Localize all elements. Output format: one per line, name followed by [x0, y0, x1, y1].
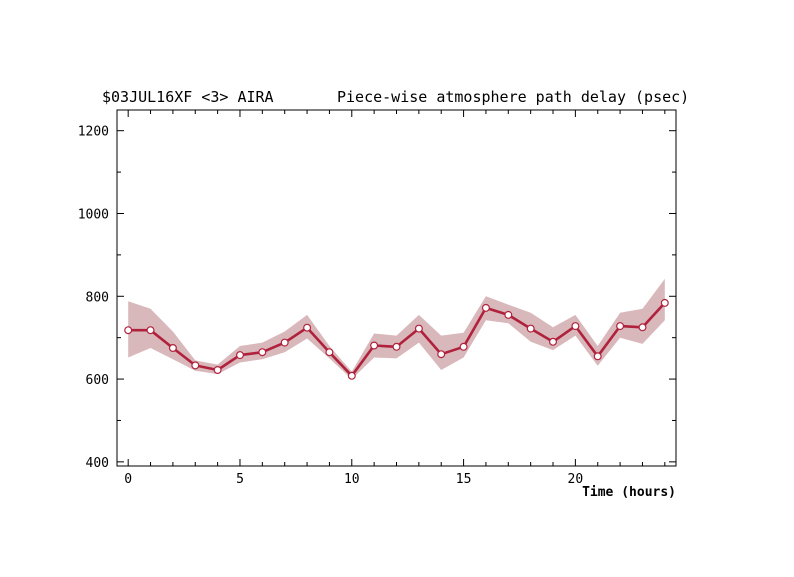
y-tick-label: 1200	[78, 125, 109, 140]
data-point	[303, 323, 312, 332]
data-point	[548, 337, 557, 346]
y-tick-label: 600	[86, 373, 109, 388]
data-point	[593, 352, 602, 361]
x-tick-label: 10	[344, 472, 360, 487]
uncertainty-band-layer	[128, 278, 665, 380]
data-point	[660, 298, 669, 307]
x-tick-label: 5	[236, 472, 244, 487]
chart-header-id: $03JUL16XF <3> AIRA	[102, 88, 274, 106]
axis-ticks: 0 5 10 15 20 400 600 800 1000 1200	[78, 110, 676, 487]
data-point-layer	[124, 298, 669, 380]
x-tick-label: 0	[124, 472, 132, 487]
data-point	[370, 341, 379, 350]
data-point	[168, 344, 177, 353]
data-point	[258, 348, 267, 357]
uncertainty-band	[128, 278, 665, 380]
data-point	[638, 323, 647, 332]
x-tick-label: 15	[456, 472, 472, 487]
data-point	[347, 371, 356, 380]
data-point	[437, 350, 446, 359]
x-axis-label: Time (hours)	[582, 485, 676, 500]
plot-frame	[116, 109, 677, 467]
data-point	[146, 326, 155, 335]
data-point	[191, 361, 200, 370]
data-point	[414, 324, 423, 333]
data-point	[392, 342, 401, 351]
y-tick-label: 400	[86, 456, 109, 471]
chart-title: Piece-wise atmosphere path delay (psec)	[337, 88, 689, 106]
data-point	[526, 324, 535, 333]
data-point	[280, 338, 289, 347]
y-tick-label: 1000	[78, 207, 109, 222]
data-point	[616, 322, 625, 331]
data-point	[481, 303, 490, 312]
x-tick-label: 20	[568, 472, 584, 487]
data-point	[571, 322, 580, 331]
data-point	[124, 326, 133, 335]
data-point	[325, 348, 334, 357]
y-tick-label: 800	[86, 290, 109, 305]
data-point	[459, 342, 468, 351]
data-point	[213, 366, 222, 375]
data-point	[504, 310, 513, 319]
data-point	[236, 351, 245, 360]
